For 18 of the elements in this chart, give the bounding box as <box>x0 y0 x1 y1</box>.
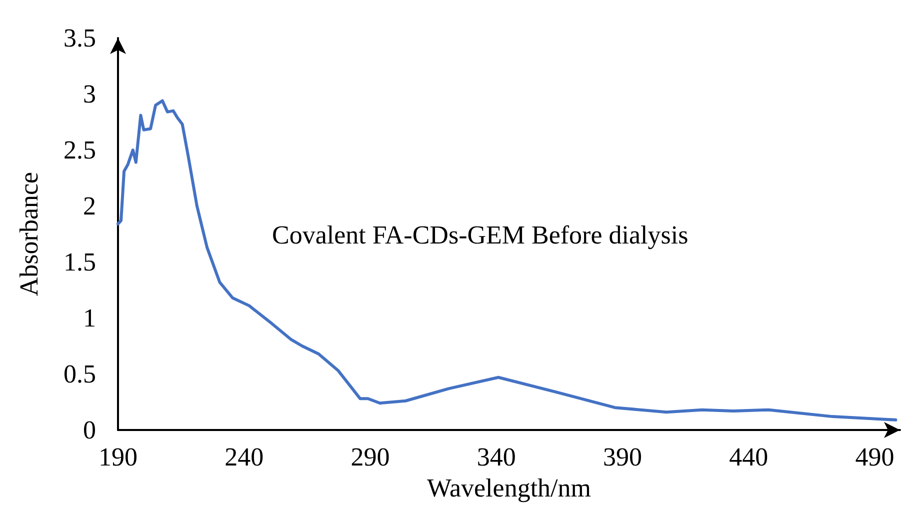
x-axis-title: Wavelength/nm <box>427 473 591 502</box>
annotation: Covalent FA-CDs-GEM Before dialysis <box>272 220 688 250</box>
y-axis-title: Absorbance <box>14 172 44 296</box>
y-tick-label: 2.5 <box>64 136 96 164</box>
y-tick-label: 0.5 <box>64 360 96 388</box>
y-tick-label: 1.5 <box>64 248 96 276</box>
y-tick-label: 0 <box>83 416 96 444</box>
x-tick-label: 390 <box>603 442 642 472</box>
y-tick-label: 2 <box>83 192 96 220</box>
y-tick-label: 3.5 <box>64 24 96 52</box>
x-tick-label: 490 <box>855 442 894 472</box>
x-tick-label: 290 <box>350 442 390 472</box>
y-tick-label: 3 <box>83 80 96 108</box>
x-tick-label: 440 <box>729 442 768 472</box>
x-tick-label: 190 <box>98 442 138 472</box>
x-tick-label: 240 <box>224 442 264 472</box>
y-tick-label: 1 <box>83 304 96 332</box>
x-tick-label: 340 <box>476 442 516 472</box>
